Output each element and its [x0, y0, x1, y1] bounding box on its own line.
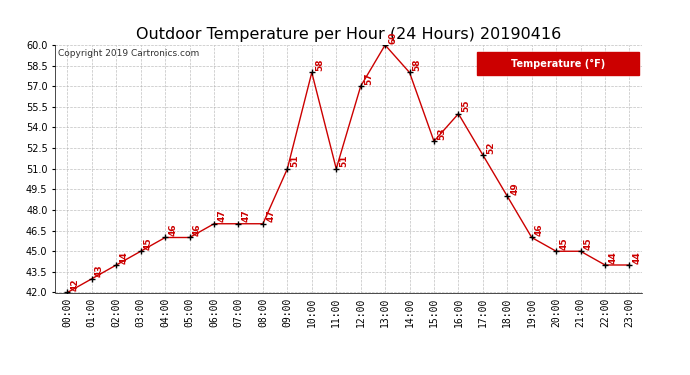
Text: 53: 53	[437, 128, 446, 140]
Title: Outdoor Temperature per Hour (24 Hours) 20190416: Outdoor Temperature per Hour (24 Hours) …	[136, 27, 561, 42]
Text: 60: 60	[388, 31, 397, 44]
Text: 52: 52	[486, 141, 495, 154]
Text: 45: 45	[584, 237, 593, 250]
Text: 49: 49	[511, 182, 520, 195]
Text: 47: 47	[217, 210, 226, 222]
Text: 44: 44	[633, 251, 642, 264]
Text: 57: 57	[364, 72, 373, 85]
Text: 58: 58	[315, 58, 324, 71]
Text: 44: 44	[119, 251, 128, 264]
Text: 47: 47	[241, 210, 250, 222]
Text: Copyright 2019 Cartronics.com: Copyright 2019 Cartronics.com	[58, 49, 199, 58]
Text: Temperature (°F): Temperature (°F)	[511, 58, 605, 69]
Text: 43: 43	[95, 265, 104, 278]
Text: 46: 46	[168, 224, 177, 236]
Text: 55: 55	[462, 100, 471, 112]
Text: 51: 51	[290, 155, 299, 167]
Text: 58: 58	[413, 58, 422, 71]
FancyBboxPatch shape	[477, 53, 639, 75]
Text: 51: 51	[339, 155, 348, 167]
Text: 42: 42	[70, 279, 79, 291]
Text: 44: 44	[608, 251, 618, 264]
Text: 47: 47	[266, 210, 275, 222]
Text: 46: 46	[193, 224, 201, 236]
Text: 46: 46	[535, 224, 544, 236]
Text: 45: 45	[144, 237, 153, 250]
Text: 45: 45	[560, 237, 569, 250]
